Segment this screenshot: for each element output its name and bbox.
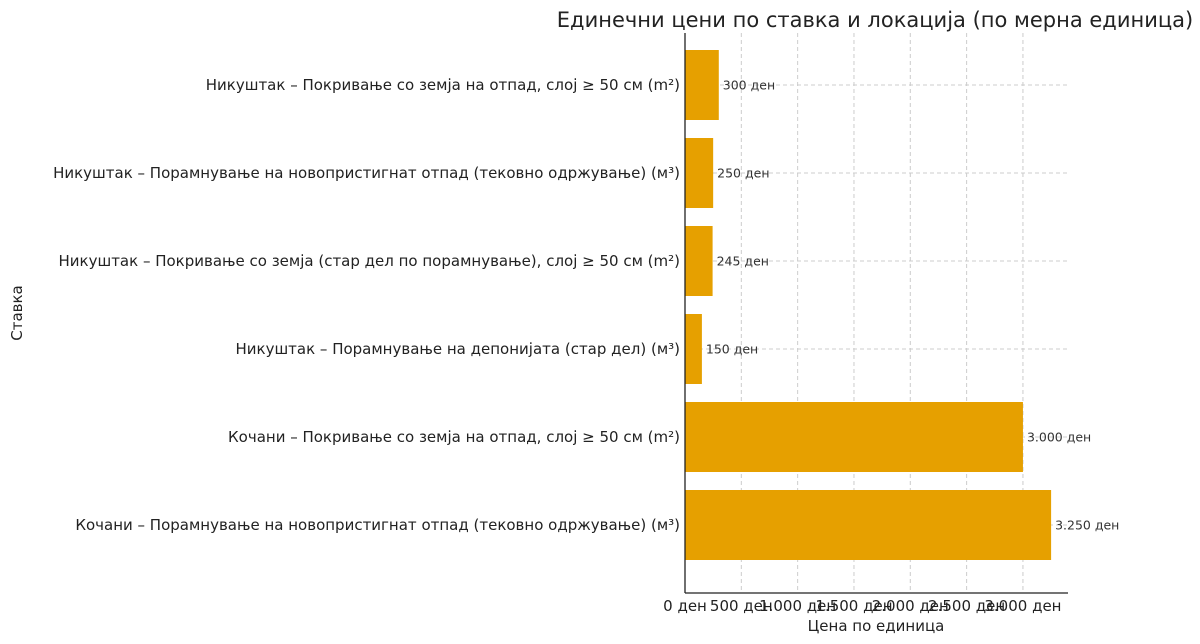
bar [685, 50, 719, 120]
bar [685, 314, 702, 384]
x-tick-label: 2.000 ден [872, 597, 949, 615]
bar [685, 490, 1052, 560]
bar [685, 402, 1023, 472]
x-tick-label: 1.500 ден [815, 597, 892, 615]
category-label: Никуштак – Покривање со земја (стар дел … [59, 252, 681, 270]
x-axis-label: Цена по единица [808, 617, 945, 635]
value-label: 150 ден [706, 342, 758, 357]
x-tick-label: 0 ден [663, 597, 707, 615]
value-label: 245 ден [717, 254, 769, 269]
bar [685, 138, 714, 208]
category-label: Кочани – Покривање со земја на отпад, сл… [228, 428, 680, 446]
bars [685, 50, 1052, 560]
category-labels: Никуштак – Покривање со земја на отпад, … [53, 76, 680, 534]
gridlines [685, 33, 1068, 593]
chart-title: Единечни цени по ставка и локација (по м… [557, 8, 1193, 32]
category-label: Никуштак – Покривање со земја на отпад, … [206, 76, 680, 94]
y-axis-label: Ставка [8, 285, 26, 341]
category-label: Никуштак – Порамнување на новопристигнат… [53, 164, 680, 182]
value-label: 3.000 ден [1027, 430, 1091, 445]
x-tick-label: 3.000 ден [984, 597, 1061, 615]
x-tick-label: 2.500 ден [928, 597, 1005, 615]
value-labels: 300 ден 250 ден 245 ден 150 ден 3.000 ден 3.2… [706, 78, 1119, 533]
x-tick-label: 1.000 ден [759, 597, 836, 615]
category-label: Кочани – Порамнување на новопристигнат о… [75, 516, 680, 534]
category-label: Никуштак – Порамнување на депонијата (ст… [235, 340, 680, 358]
bar [685, 226, 713, 296]
x-tick-label: 500 ден [710, 597, 773, 615]
value-label: 300 ден [723, 78, 775, 93]
value-label: 250 ден [717, 166, 769, 181]
value-label: 3.250 ден [1055, 518, 1119, 533]
